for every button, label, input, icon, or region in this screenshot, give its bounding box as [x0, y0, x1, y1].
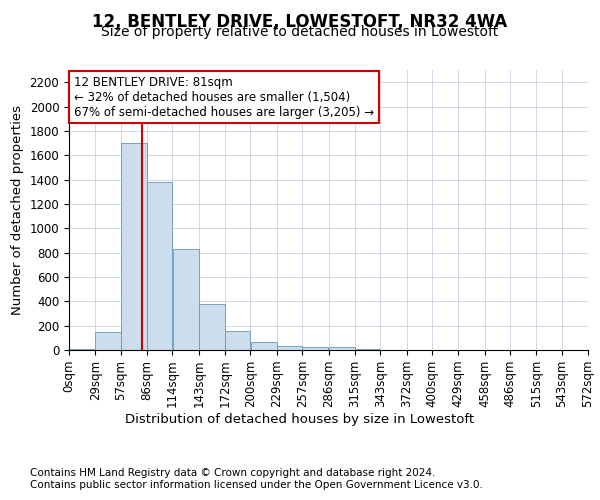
- Bar: [302, 347, 328, 350]
- Y-axis label: Number of detached properties: Number of detached properties: [11, 105, 24, 315]
- Text: 12 BENTLEY DRIVE: 81sqm
← 32% of detached houses are smaller (1,504)
67% of semi: 12 BENTLEY DRIVE: 81sqm ← 32% of detache…: [74, 76, 374, 118]
- Bar: [277, 346, 302, 350]
- Bar: [121, 143, 147, 350]
- Bar: [95, 332, 121, 350]
- Bar: [147, 182, 172, 350]
- Text: Distribution of detached houses by size in Lowestoft: Distribution of detached houses by size …: [125, 412, 475, 426]
- Bar: [225, 330, 250, 350]
- Bar: [329, 347, 355, 350]
- Bar: [199, 304, 225, 350]
- Text: Contains HM Land Registry data © Crown copyright and database right 2024.: Contains HM Land Registry data © Crown c…: [30, 468, 436, 477]
- Text: Size of property relative to detached houses in Lowestoft: Size of property relative to detached ho…: [101, 25, 499, 39]
- Bar: [251, 342, 277, 350]
- Text: 12, BENTLEY DRIVE, LOWESTOFT, NR32 4WA: 12, BENTLEY DRIVE, LOWESTOFT, NR32 4WA: [92, 12, 508, 30]
- Bar: [173, 249, 199, 350]
- Text: Contains public sector information licensed under the Open Government Licence v3: Contains public sector information licen…: [30, 480, 483, 490]
- Bar: [69, 349, 95, 350]
